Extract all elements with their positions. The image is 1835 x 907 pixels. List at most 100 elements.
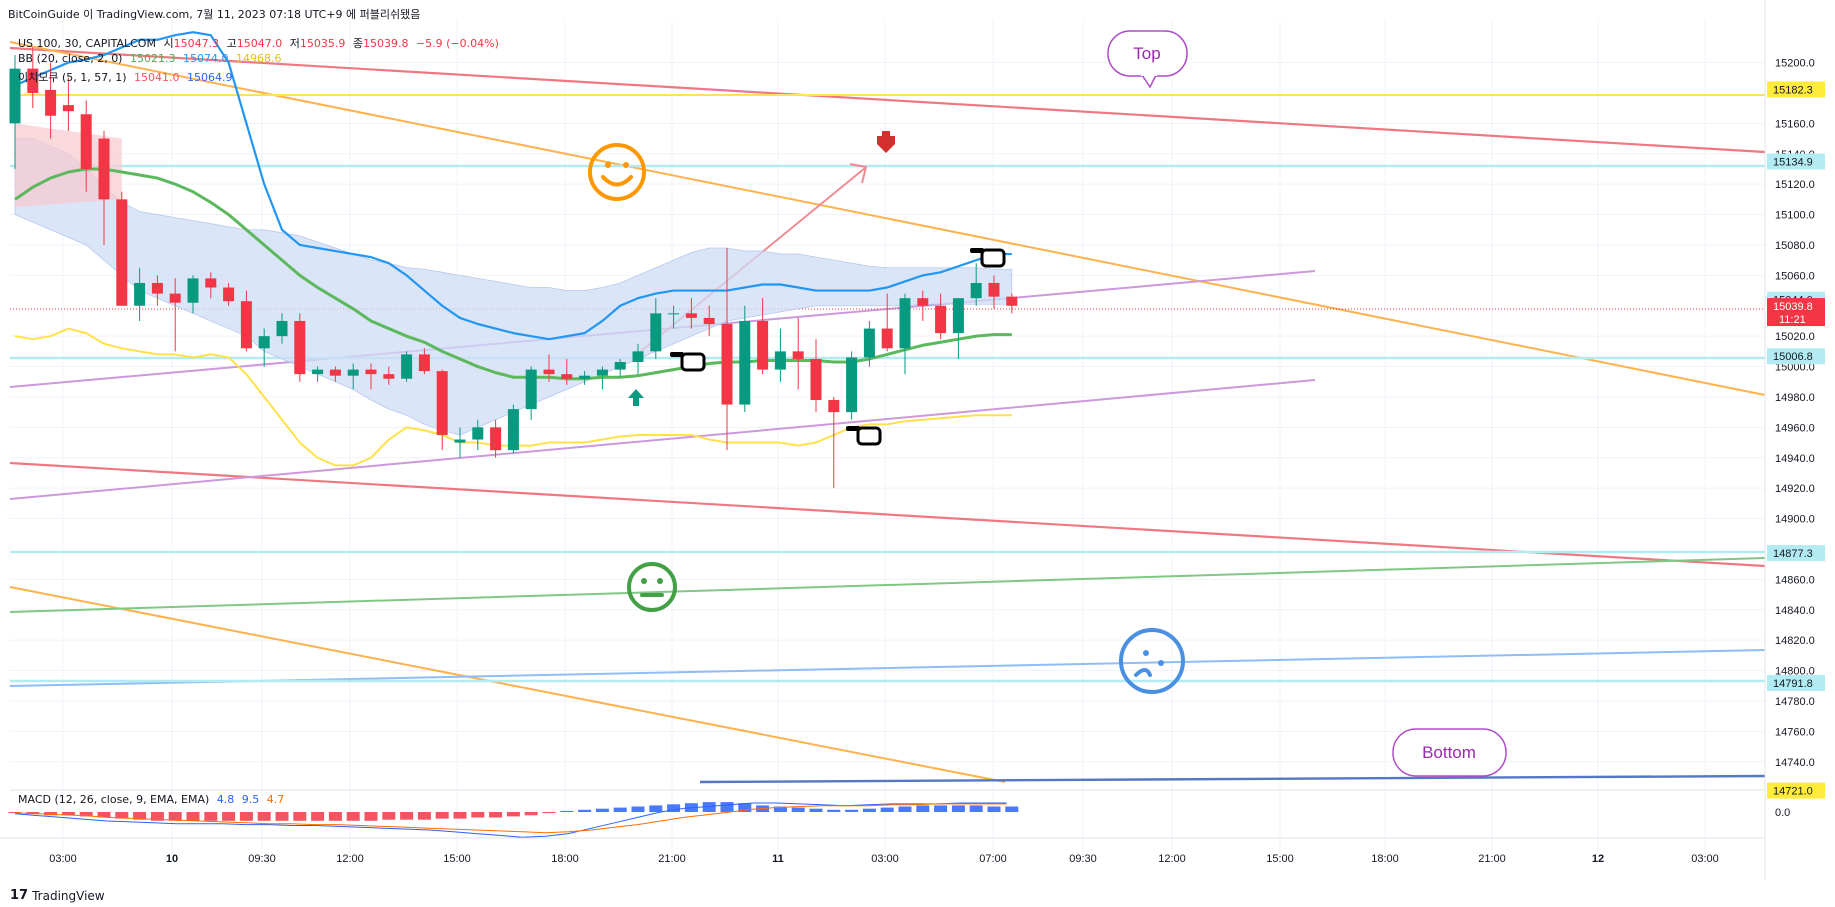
candle-body bbox=[27, 68, 39, 93]
macd-histogram-bar bbox=[773, 806, 787, 812]
candle-body bbox=[952, 298, 964, 334]
price-tick-label: 15000.0 bbox=[1775, 362, 1815, 374]
price-tick-label: 15100.0 bbox=[1775, 210, 1815, 222]
candle-body bbox=[187, 278, 199, 303]
macd-histogram-bar bbox=[293, 812, 307, 821]
candle-body bbox=[863, 328, 875, 358]
red-trend-line-bottom bbox=[9, 461, 1766, 568]
candlesticks bbox=[9, 47, 1018, 489]
candle-body bbox=[881, 328, 893, 349]
bb-middle-line bbox=[14, 167, 1012, 381]
price-tick-label: 14960.0 bbox=[1775, 422, 1815, 434]
candle-body bbox=[9, 68, 21, 124]
candle-body bbox=[62, 105, 74, 112]
candle-body bbox=[668, 313, 680, 315]
bb-upper-line bbox=[14, 31, 1012, 341]
tradingview-brand[interactable]: 17 TradingView bbox=[10, 888, 105, 903]
time-axis[interactable]: 03:00 10 09:30 12:00 15:00 18:00 21:00 11 03:00 0… bbox=[0, 837, 1765, 865]
up-arrow-icon bbox=[628, 389, 644, 406]
time-tick-label: 09:30 bbox=[1069, 853, 1097, 865]
macd-histogram-bar bbox=[969, 805, 983, 812]
macd-signal-value: 9.5 bbox=[241, 793, 260, 806]
macd-histogram-bar bbox=[720, 802, 734, 812]
price-tag-label: 15134.9 bbox=[1773, 157, 1813, 169]
candle-body bbox=[596, 369, 608, 376]
happy-face-icon bbox=[588, 143, 646, 201]
top-callout: Top bbox=[1107, 30, 1188, 89]
top-callout-label: Top bbox=[1133, 44, 1160, 63]
symbol-legend[interactable]: US 100, 30, CAPITALCOM 시15047.3 고15047.0… bbox=[18, 37, 499, 50]
time-tick-label: 11 bbox=[772, 853, 784, 865]
macd-histogram-bar bbox=[435, 812, 449, 819]
macd-histogram-bar bbox=[133, 812, 147, 820]
macd-histogram-bar bbox=[311, 812, 325, 821]
bb-legend[interactable]: BB (20, close, 2, 0) 15021.3 15074.0 149… bbox=[18, 52, 285, 65]
macd-histogram-bar bbox=[204, 812, 218, 821]
ichimoku-legend[interactable]: 이치모쿠 (5, 1, 57, 1) 15041.0 15064.9 bbox=[18, 69, 237, 85]
macd-histogram-bar bbox=[346, 812, 360, 821]
candle-body bbox=[401, 354, 413, 379]
price-tick-label: 14800.0 bbox=[1775, 666, 1815, 678]
candle-body bbox=[490, 427, 502, 451]
trend-lines bbox=[9, 41, 1766, 784]
candle-body bbox=[80, 114, 92, 169]
price-tick-label: 15160.0 bbox=[1775, 118, 1815, 130]
candle-body bbox=[98, 138, 110, 200]
price-tick-label: 15200.0 bbox=[1775, 58, 1815, 70]
macd-histogram-bar bbox=[987, 806, 1001, 812]
macd-histogram-bar bbox=[827, 809, 841, 812]
price-tag bbox=[1767, 782, 1825, 799]
macd-signal-line bbox=[14, 803, 1007, 834]
time-tick-label: 03:00 bbox=[871, 853, 899, 865]
candle-body bbox=[561, 374, 573, 379]
macd-hist-value: 4.7 bbox=[266, 793, 285, 806]
cloud-area-red bbox=[15, 123, 122, 207]
projection-arrow-head bbox=[849, 163, 868, 184]
macd-histogram-bar bbox=[275, 812, 289, 821]
macd-histogram-bar bbox=[1005, 806, 1019, 812]
price-tick-label: 14980.0 bbox=[1775, 392, 1815, 404]
candle-body bbox=[614, 362, 626, 370]
macd-histogram-bar bbox=[186, 812, 200, 821]
candle-body bbox=[935, 305, 947, 334]
candle-body bbox=[347, 369, 359, 376]
time-tick-label: 18:00 bbox=[551, 853, 579, 865]
macd-histogram-bar bbox=[239, 812, 253, 821]
ichimoku-value-1: 15041.0 bbox=[134, 71, 180, 84]
price-tag-label: 15182.3 bbox=[1773, 84, 1813, 96]
orange-trend-line-lower bbox=[9, 586, 1006, 783]
candle-body bbox=[472, 427, 484, 440]
macd-histogram-bar bbox=[862, 808, 876, 812]
price-axis[interactable]: 15200.015160.015140.015120.015100.015080… bbox=[1764, 0, 1835, 907]
time-tick-label: 12:00 bbox=[1158, 853, 1186, 865]
price-tick-label: 14860.0 bbox=[1775, 574, 1815, 586]
symbol-name: US 100, 30, CAPITALCOM bbox=[18, 37, 156, 50]
macd-histogram-bar bbox=[934, 805, 948, 812]
macd-value: 4.8 bbox=[216, 793, 235, 806]
price-tag bbox=[1767, 81, 1825, 98]
candle-body bbox=[134, 282, 146, 306]
price-tag-label: 14877.3 bbox=[1773, 548, 1813, 560]
price-tag-label: 14721.0 bbox=[1773, 786, 1813, 798]
macd-legend[interactable]: MACD (12, 26, close, 9, EMA, EMA) 4.8 9.… bbox=[18, 793, 288, 806]
candle-body bbox=[721, 324, 733, 405]
time-tick-label: 10 bbox=[166, 853, 178, 865]
candle-body bbox=[1006, 296, 1018, 306]
pointing-hand-icon bbox=[846, 426, 882, 446]
bottom-callout-label: Bottom bbox=[1422, 743, 1476, 762]
candle-body bbox=[774, 351, 786, 370]
macd-histogram-bar bbox=[667, 804, 681, 812]
tradingview-logo-icon: 17 bbox=[10, 888, 29, 903]
macd-histogram-bar bbox=[951, 805, 965, 812]
candle-body bbox=[151, 282, 163, 294]
macd-histogram-bar bbox=[702, 802, 716, 812]
candle-body bbox=[418, 354, 430, 372]
pointing-hand-icon bbox=[670, 352, 706, 372]
macd-zero-label: 0.0 bbox=[1775, 807, 1790, 819]
candle-body bbox=[436, 371, 448, 435]
candle-body bbox=[899, 298, 911, 349]
macd-pane bbox=[8, 802, 1019, 838]
neutral-face-icon bbox=[627, 562, 677, 612]
candle-body bbox=[792, 351, 804, 359]
